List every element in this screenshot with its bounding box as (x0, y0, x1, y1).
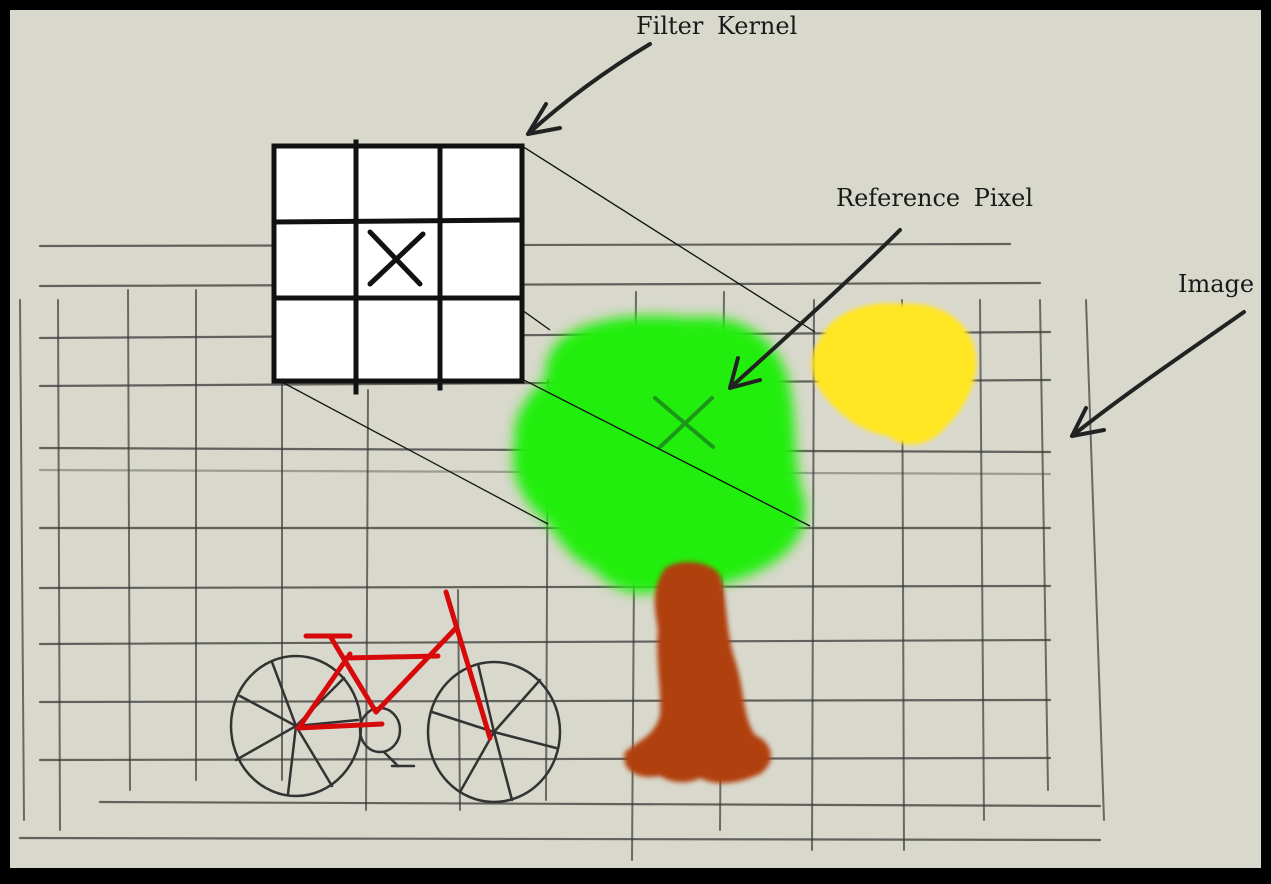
image-arrow-icon (1070, 310, 1246, 438)
bicycle-drawing (229, 589, 562, 804)
projection-lines (277, 145, 816, 527)
reference-pixel-arrow-icon (728, 228, 902, 390)
filter-kernel (271, 139, 525, 395)
reference-pixel-label: Reference Pixel (836, 184, 1034, 212)
image-label: Image (1178, 270, 1255, 298)
bicycle-frame (295, 589, 493, 741)
tree-trunk-drawing (624, 561, 771, 784)
filter-kernel-arrow-icon (526, 42, 652, 136)
sun-drawing (811, 303, 977, 445)
grid-horizontal-lines (18, 242, 1102, 842)
kernel-center-x-mark (367, 229, 426, 287)
reference-pixel-mark (653, 396, 715, 449)
bicycle-wheels (229, 654, 562, 804)
arrows (526, 42, 1246, 438)
kernel-grid-lines (271, 139, 525, 395)
filter-kernel-label: Filter Kernel (636, 12, 798, 40)
